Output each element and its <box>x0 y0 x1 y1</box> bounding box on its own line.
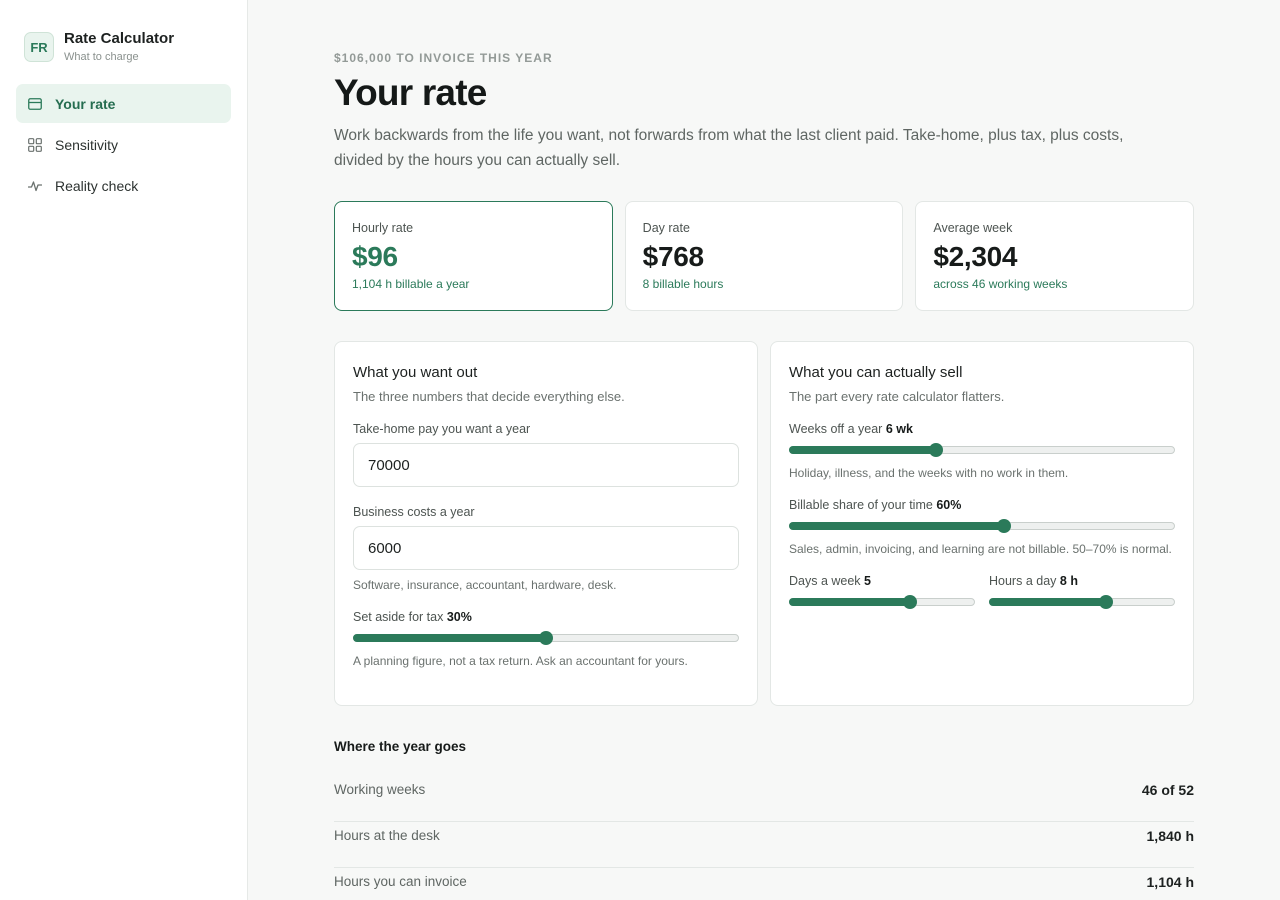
costs-hint: Software, insurance, accountant, hardwar… <box>353 578 617 592</box>
rate-summary: Hourly rate $96 1,104 h billable a year … <box>334 201 1195 311</box>
weeks-off-slider[interactable] <box>789 442 1175 458</box>
takehome-input[interactable] <box>353 443 739 487</box>
stat-note: 1,104 h billable a year <box>352 277 470 291</box>
card-icon <box>27 96 43 112</box>
panel-subtitle: The three numbers that decide everything… <box>353 389 625 404</box>
section-title: Where the year goes <box>334 739 467 754</box>
slider-fill <box>789 598 910 606</box>
row-value: 1,104 h <box>1146 874 1194 890</box>
slider-thumb[interactable] <box>996 519 1011 533</box>
days-hours-row: Days a week 5 Hours a day 8 h <box>789 556 1175 610</box>
slider-fill <box>989 598 1107 606</box>
stat-card-hourly: Hourly rate $96 1,104 h billable a year <box>334 201 613 311</box>
brand-logo: FR <box>24 32 54 62</box>
tax-value: 30% <box>446 610 472 624</box>
slider-thumb[interactable] <box>539 631 553 645</box>
page-kicker: $106,000 TO INVOICE THIS YEAR <box>334 51 553 65</box>
brand: FR Rate Calculator What to charge <box>24 30 174 64</box>
slider-fill <box>789 522 1004 530</box>
sidebar-item-label: Sensitivity <box>55 136 119 153</box>
days-value: 5 <box>864 574 871 588</box>
billable-value: 60% <box>936 498 962 512</box>
panel-want: What you want out The three numbers that… <box>334 341 758 706</box>
stat-card-day: Day rate $768 8 billable hours <box>624 201 904 311</box>
sidebar-nav: Your rate Sensitivity Reality check <box>16 84 231 207</box>
panel-title: What you can actually sell <box>789 364 963 381</box>
stat-label: Hourly rate <box>352 221 414 235</box>
days-slider[interactable] <box>789 594 975 610</box>
weeks-label-text: Weeks off a year <box>789 422 883 436</box>
weeks-hint: Holiday, illness, and the weeks with no … <box>789 466 1069 480</box>
list-item: Hours you can invoice 1,104 h <box>334 868 1194 900</box>
year-breakdown: Where the year goes Working weeks 46 of … <box>334 739 1194 900</box>
app-title: Rate Calculator <box>64 30 175 47</box>
list-item: Working weeks 46 of 52 <box>334 776 1194 822</box>
page-lede: Work backwards from the life you want, n… <box>334 127 1124 169</box>
inputs-section: What you want out The three numbers that… <box>334 341 1194 706</box>
billable-label-text: Billable share of your time <box>789 498 933 512</box>
takehome-label: Take-home pay you want a year <box>353 422 531 436</box>
panel-subtitle: The part every rate calculator flatters. <box>789 389 1005 404</box>
sidebar-item-sensitivity[interactable]: Sensitivity <box>16 125 231 164</box>
weeks-value: 6 wk <box>885 422 913 436</box>
hours-label: Hours a day 8 h <box>989 574 1175 588</box>
slider-fill <box>789 446 936 454</box>
panel-sell: What you can actually sell The part ever… <box>770 341 1194 706</box>
slider-thumb[interactable] <box>902 595 917 609</box>
tax-label: Set aside for tax 30% <box>353 610 739 624</box>
hours-value: 8 h <box>1059 574 1078 588</box>
weeks-label: Weeks off a year 6 wk <box>789 422 1175 436</box>
sidebar-item-label: Your rate <box>55 95 116 112</box>
hours-label-text: Hours a day <box>989 574 1057 588</box>
billable-label: Billable share of your time 60% <box>789 498 1175 512</box>
page-title: Your rate <box>334 72 487 113</box>
tax-slider[interactable] <box>353 630 739 646</box>
stat-label: Day rate <box>642 221 690 235</box>
days-label-text: Days a week <box>789 574 861 588</box>
row-value: 1,840 h <box>1146 828 1194 844</box>
pulse-icon <box>27 178 43 194</box>
stat-label: Average week <box>933 221 1013 235</box>
tax-label-text: Set aside for tax <box>353 610 444 624</box>
slider-fill <box>353 634 546 642</box>
costs-label: Business costs a year <box>353 505 475 519</box>
sidebar-item-label: Reality check <box>55 177 139 194</box>
sidebar-item-reality-check[interactable]: Reality check <box>16 166 231 205</box>
hours-slider[interactable] <box>989 594 1175 610</box>
slider-thumb[interactable] <box>1099 595 1114 609</box>
stat-value: $2,304 <box>933 241 1018 272</box>
stat-note: 8 billable hours <box>642 277 724 291</box>
sidebar-item-your-rate[interactable]: Your rate <box>16 84 231 123</box>
list-item: Hours at the desk 1,840 h <box>334 822 1194 868</box>
stat-note: across 46 working weeks <box>933 277 1068 291</box>
stat-value: $768 <box>642 241 704 272</box>
days-label: Days a week 5 <box>789 574 975 588</box>
app-subtitle: What to charge <box>64 51 139 63</box>
costs-input[interactable] <box>353 526 739 570</box>
stat-card-week: Average week $2,304 across 46 working we… <box>915 201 1195 311</box>
row-label: Hours at the desk <box>334 828 440 843</box>
stat-value: $96 <box>352 241 398 272</box>
year-rows: Working weeks 46 of 52 Hours at the desk… <box>334 776 1194 900</box>
row-value: 46 of 52 <box>1141 782 1194 798</box>
grid-icon <box>27 137 43 153</box>
tax-hint: A planning figure, not a tax return. Ask… <box>353 654 688 668</box>
panel-title: What you want out <box>353 364 478 381</box>
row-label: Hours you can invoice <box>334 874 467 889</box>
slider-thumb[interactable] <box>928 443 943 457</box>
billable-hint: Sales, admin, invoicing, and learning ar… <box>789 542 1172 556</box>
billable-share-slider[interactable] <box>789 518 1175 534</box>
sidebar: FR Rate Calculator What to charge Your r… <box>0 0 248 900</box>
row-label: Working weeks <box>334 782 426 797</box>
